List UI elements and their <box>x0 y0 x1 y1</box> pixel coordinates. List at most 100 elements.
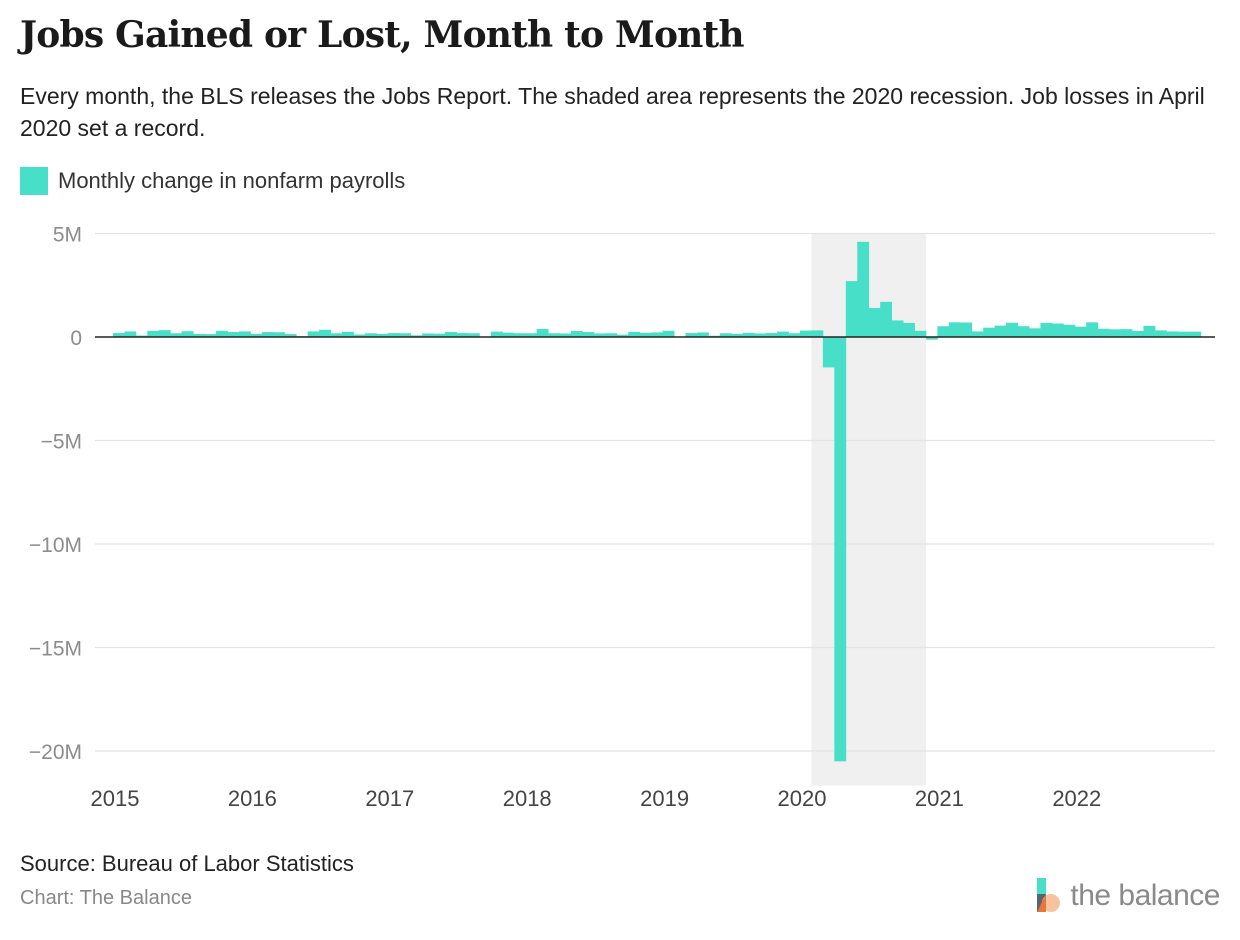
bar <box>983 327 996 337</box>
bar <box>353 334 366 337</box>
x-tick-label: 2019 <box>640 786 689 811</box>
bar <box>662 330 675 337</box>
bar <box>685 333 698 337</box>
bar <box>1086 322 1099 337</box>
bar <box>765 333 778 337</box>
bar <box>250 333 263 337</box>
y-tick-label: −15M <box>29 638 82 661</box>
bar <box>147 330 160 337</box>
bar <box>822 337 835 368</box>
bar <box>1109 329 1121 337</box>
bar <box>490 331 503 337</box>
bar <box>216 330 228 337</box>
chart-subtitle: Every month, the BLS releases the Jobs R… <box>20 83 1205 141</box>
y-tick-label: 0 <box>70 327 82 350</box>
bar <box>1166 331 1179 337</box>
balance-logo-icon <box>1037 878 1061 912</box>
bar <box>1029 328 1041 337</box>
bar <box>891 320 904 337</box>
bar <box>467 333 480 337</box>
bar <box>204 334 217 337</box>
bar <box>937 326 950 337</box>
bar <box>971 331 984 337</box>
bar <box>238 331 251 337</box>
bar <box>1097 328 1110 337</box>
bar <box>1189 331 1202 337</box>
bar <box>719 333 732 337</box>
bar <box>376 333 389 337</box>
bar <box>445 332 457 337</box>
bar <box>433 333 446 337</box>
bar <box>788 333 801 337</box>
bar <box>181 331 194 337</box>
x-tick-label: 2017 <box>365 786 414 811</box>
bar <box>834 337 847 762</box>
bar <box>456 333 469 337</box>
bar <box>307 331 320 337</box>
bar <box>1063 324 1076 337</box>
bar <box>800 330 812 337</box>
bar <box>994 325 1007 337</box>
bar <box>536 328 549 337</box>
bar <box>399 333 412 337</box>
x-tick-label: 2022 <box>1052 786 1101 811</box>
y-tick-label: −10M <box>29 534 82 557</box>
bar <box>628 331 641 337</box>
chart-legend: Monthly change in nonfarm payrolls <box>20 167 405 195</box>
bar <box>742 332 755 337</box>
bar <box>1132 330 1144 337</box>
bar <box>170 333 183 337</box>
bar <box>1040 322 1053 337</box>
bar <box>639 332 652 337</box>
bar <box>651 332 663 337</box>
bar <box>273 332 286 337</box>
bar <box>616 334 629 337</box>
bar <box>868 308 881 337</box>
bar <box>1154 330 1167 337</box>
bar <box>1051 323 1064 337</box>
bar <box>548 333 560 337</box>
bar <box>925 337 938 340</box>
bar <box>880 301 892 337</box>
brand-text: the balance <box>1070 879 1220 912</box>
y-tick-label: −5M <box>41 431 82 454</box>
bar <box>1143 325 1156 337</box>
bar <box>857 241 870 337</box>
bar <box>158 330 171 337</box>
bar <box>731 333 744 337</box>
bar <box>513 333 526 337</box>
bar <box>1017 326 1030 337</box>
bar <box>1120 329 1133 337</box>
bar <box>342 331 354 337</box>
bar <box>227 332 240 337</box>
x-tick-label: 2021 <box>915 786 964 811</box>
brand-logo: the balance <box>1036 878 1220 914</box>
bar <box>364 333 377 337</box>
legend-label: Monthly change in nonfarm payrolls <box>58 168 406 193</box>
bar <box>845 281 858 337</box>
bar <box>1006 322 1018 337</box>
bar <box>387 333 400 337</box>
bar <box>1074 326 1087 337</box>
bar <box>261 332 274 337</box>
bar <box>559 333 572 337</box>
x-tick-label: 2020 <box>778 786 827 811</box>
bar <box>593 333 606 337</box>
legend-swatch <box>20 167 48 195</box>
bar <box>330 333 343 337</box>
x-tick-label: 2016 <box>228 786 277 811</box>
bar <box>193 333 205 337</box>
bar <box>319 329 331 337</box>
bar <box>811 330 824 337</box>
bar <box>696 332 709 337</box>
bar <box>571 330 583 337</box>
bar <box>777 331 789 337</box>
chart-credit: Chart: The Balance <box>20 887 192 909</box>
bar <box>502 332 515 337</box>
y-tick-label: −20M <box>29 741 82 764</box>
bar <box>582 332 595 337</box>
bar <box>422 333 434 337</box>
bar <box>914 330 927 337</box>
bar <box>1177 331 1190 337</box>
